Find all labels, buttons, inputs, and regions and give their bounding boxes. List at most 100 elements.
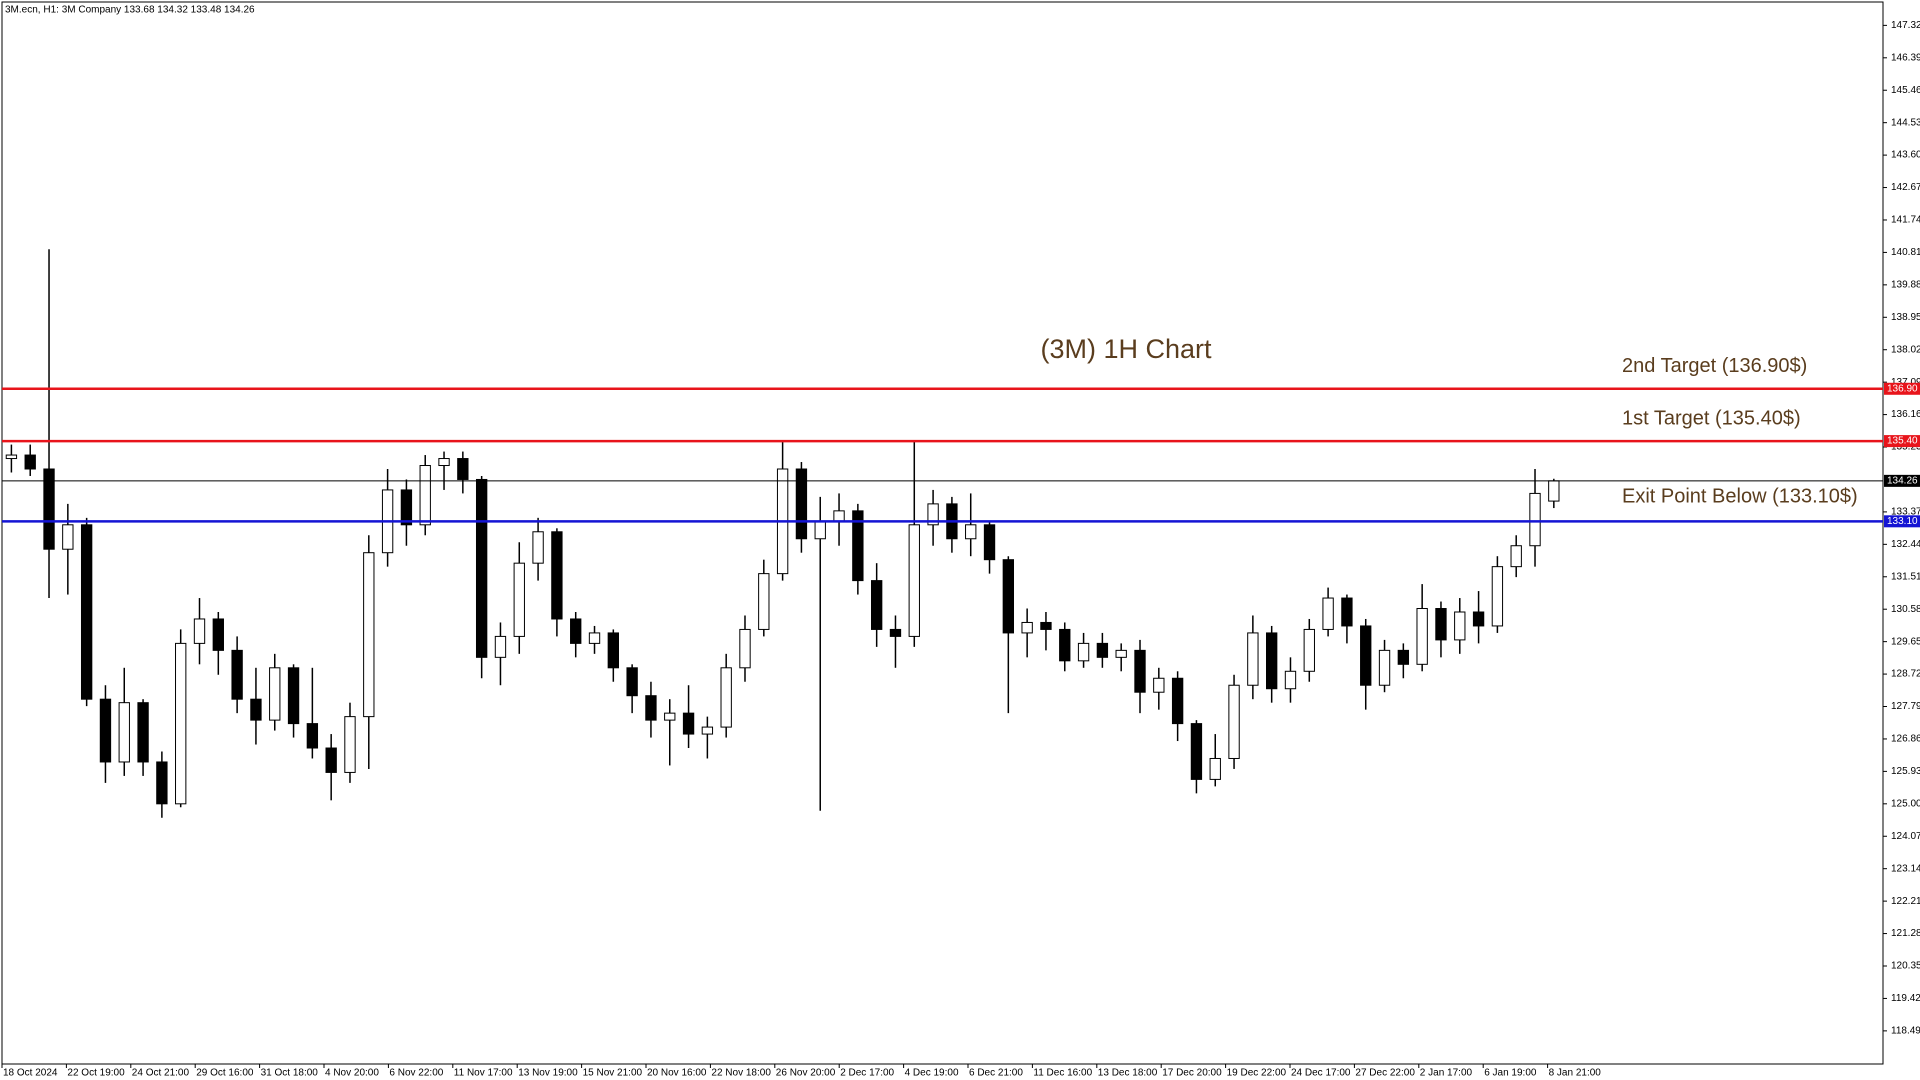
level-note: 2nd Target (136.90$) xyxy=(1622,355,1807,377)
candle-body xyxy=(494,635,507,658)
level-note: 1st Target (135.40$) xyxy=(1622,407,1801,429)
y-tick-label: 119.42 xyxy=(1891,993,1920,1004)
candle-body xyxy=(175,642,187,805)
candle-body xyxy=(908,524,920,637)
candle-body xyxy=(269,667,281,721)
price-tag-label: 135.40 xyxy=(1887,436,1918,447)
x-tick-label: 22 Oct 19:00 xyxy=(67,1068,125,1079)
candle-body xyxy=(212,618,224,651)
y-tick-label: 138.02 xyxy=(1891,344,1920,355)
candle-body xyxy=(870,580,883,630)
price-tag-label: 134.26 xyxy=(1887,475,1918,486)
x-tick-label: 11 Nov 17:00 xyxy=(454,1068,513,1079)
x-tick-label: 13 Nov 19:00 xyxy=(518,1068,578,1079)
candle-body xyxy=(682,712,695,735)
candle-body xyxy=(118,702,130,763)
x-tick-label: 22 Nov 18:00 xyxy=(711,1068,771,1079)
candle-body xyxy=(570,618,582,644)
candle-body xyxy=(1040,621,1052,630)
y-tick-label: 130.58 xyxy=(1891,604,1920,615)
y-tick-label: 118.49 xyxy=(1891,1026,1920,1037)
candle-body xyxy=(24,454,36,470)
candle-body xyxy=(1472,611,1485,627)
candle-body xyxy=(400,489,413,526)
x-tick-label: 6 Dec 21:00 xyxy=(969,1068,1023,1079)
x-tick-label: 26 Nov 20:00 xyxy=(776,1068,836,1079)
y-tick-label: 123.14 xyxy=(1891,863,1920,874)
y-tick-label: 121.28 xyxy=(1891,928,1920,939)
x-tick-label: 2 Jan 17:00 xyxy=(1420,1068,1473,1079)
candle-body xyxy=(889,628,902,637)
candle-body xyxy=(325,747,337,773)
candle-body xyxy=(795,468,808,540)
price-tag-label: 136.90 xyxy=(1887,383,1918,394)
candle-body xyxy=(551,531,563,620)
candle-body xyxy=(513,562,525,637)
y-tick-label: 124.07 xyxy=(1891,831,1920,842)
candle-body xyxy=(626,667,638,697)
x-tick-label: 6 Jan 19:00 xyxy=(1484,1068,1537,1079)
candle-body xyxy=(1284,670,1297,690)
candle-body xyxy=(457,458,469,480)
candle-body xyxy=(1360,625,1372,686)
level-note: Exit Point Below (133.10$) xyxy=(1622,486,1858,508)
candle-body xyxy=(1397,649,1410,665)
y-tick-label: 140.81 xyxy=(1891,247,1920,258)
price-tag xyxy=(1884,515,1920,528)
y-tick-label: 138.95 xyxy=(1891,312,1920,323)
candle-body xyxy=(833,510,845,522)
y-tick-label: 133.37 xyxy=(1891,507,1920,518)
candle-body xyxy=(1002,559,1015,634)
candle-body xyxy=(438,458,450,467)
candle-body xyxy=(1435,608,1447,641)
candle-body xyxy=(43,468,55,550)
candle-body xyxy=(720,667,732,728)
x-tick-label: 17 Dec 20:00 xyxy=(1162,1068,1222,1079)
candle-body xyxy=(1096,642,1109,658)
candle-body xyxy=(99,698,112,763)
y-tick-label: 143.60 xyxy=(1891,150,1920,161)
y-tick-label: 142.67 xyxy=(1891,182,1920,193)
y-tick-label: 122.21 xyxy=(1891,896,1920,907)
candle-body xyxy=(1153,677,1165,693)
candle-body xyxy=(1134,649,1146,693)
price-tag xyxy=(1884,435,1920,448)
candle-body xyxy=(1190,723,1203,780)
candle-body xyxy=(588,632,601,644)
candle-body xyxy=(5,454,18,460)
candle-body xyxy=(645,695,657,721)
candle-body xyxy=(80,524,93,700)
candle-body xyxy=(1266,632,1278,690)
candle-body xyxy=(1077,642,1090,662)
candle-body xyxy=(1322,597,1334,630)
candle-body xyxy=(814,520,826,540)
candle-body xyxy=(419,465,431,526)
x-tick-label: 15 Nov 21:00 xyxy=(583,1068,643,1079)
candle-body xyxy=(62,524,74,550)
candle-body xyxy=(250,698,262,721)
x-tick-label: 24 Dec 17:00 xyxy=(1291,1068,1351,1079)
y-tick-label: 129.65 xyxy=(1891,636,1920,647)
x-tick-label: 19 Dec 22:00 xyxy=(1227,1068,1287,1079)
x-tick-label: 13 Dec 18:00 xyxy=(1098,1068,1158,1079)
y-tick-label: 137.09 xyxy=(1891,377,1920,388)
candle-body xyxy=(363,552,375,718)
candle-body xyxy=(1454,611,1466,641)
candle-body xyxy=(664,712,676,721)
candle-body xyxy=(1548,480,1560,502)
candle-body xyxy=(1021,621,1033,634)
candle-body xyxy=(758,573,770,630)
x-tick-label: 24 Oct 21:00 xyxy=(132,1068,190,1079)
candle-body xyxy=(1510,545,1522,568)
y-tick-label: 139.88 xyxy=(1891,279,1920,290)
candle-body xyxy=(1491,566,1504,627)
x-tick-label: 18 Oct 2024 xyxy=(3,1068,58,1079)
x-tick-label: 6 Nov 22:00 xyxy=(389,1068,443,1079)
y-tick-label: 141.74 xyxy=(1891,215,1920,226)
y-tick-label: 144.53 xyxy=(1891,117,1920,128)
candle-body xyxy=(344,716,356,773)
candle-body xyxy=(607,632,619,669)
candle-body xyxy=(1303,628,1315,672)
